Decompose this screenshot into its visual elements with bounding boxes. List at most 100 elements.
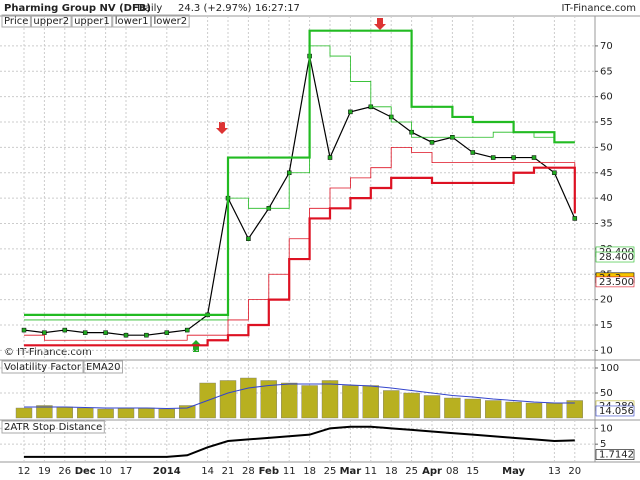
bar	[97, 408, 114, 419]
y-tick-label: 45	[600, 168, 613, 179]
price-tag-box	[595, 276, 635, 288]
bar	[505, 401, 522, 419]
x-tick-label: 18	[303, 466, 316, 477]
price-candle	[552, 170, 557, 176]
bar	[281, 382, 298, 419]
y-tick-label: 65	[600, 66, 613, 77]
time: 16:27:17	[255, 3, 300, 14]
price-candle	[531, 155, 537, 160]
price-candle	[164, 330, 170, 335]
price-tag: 23.500	[599, 277, 634, 288]
bar	[444, 397, 461, 419]
bar	[321, 380, 339, 419]
y-tick-label: 20	[600, 295, 613, 306]
bar	[138, 407, 155, 419]
series-line	[24, 383, 575, 410]
copyright: © IT-Finance.com	[4, 347, 92, 358]
price-candle	[490, 155, 496, 160]
bar	[36, 405, 53, 419]
price-candle	[348, 109, 353, 115]
legend-label: Price	[4, 16, 28, 27]
x-tick-label: 12	[18, 466, 31, 477]
x-tick-label: 28	[242, 466, 255, 477]
x-tick-label: 25	[405, 466, 418, 477]
x-tick-label: 20	[568, 466, 581, 477]
legend-box	[71, 14, 113, 28]
x-tick-label: 14	[201, 466, 214, 477]
price-candle	[470, 150, 476, 155]
legend-box	[30, 14, 72, 28]
bar	[158, 408, 176, 419]
price-candle	[21, 327, 27, 333]
y-tick-label: 50	[600, 142, 613, 153]
x-tick-label: 17	[120, 466, 133, 477]
sell-arrow	[216, 122, 228, 134]
bar	[362, 385, 379, 419]
x-tick-label: 15	[466, 466, 479, 477]
legend-label: 2ATR Stop Distance	[4, 422, 102, 433]
legend-box	[112, 14, 151, 28]
x-tick-label: Apr	[422, 466, 442, 477]
bar	[342, 385, 359, 419]
bar	[178, 405, 196, 419]
y-tick-label: 70	[600, 41, 613, 52]
price-candle	[42, 330, 47, 335]
bar	[566, 400, 583, 419]
x-tick-label: 18	[385, 466, 398, 477]
price-candle	[62, 327, 68, 333]
legend-box	[83, 360, 123, 374]
x-tick-label: 25	[324, 466, 337, 477]
bar	[485, 400, 502, 419]
bar	[260, 380, 277, 419]
brand: IT-Finance.com	[561, 3, 636, 14]
x-tick-label: 08	[446, 466, 459, 477]
legend-label: EMA20	[86, 362, 121, 373]
legend-label: Volatility Factor	[4, 362, 82, 373]
x-tick-label: May	[502, 466, 525, 477]
legend-box	[150, 14, 190, 28]
x-tick-label: 11	[364, 466, 377, 477]
bar	[15, 407, 33, 419]
price-candle	[82, 330, 88, 335]
y-tick-label: 35	[600, 219, 613, 230]
x-tick-label: 26	[58, 466, 71, 477]
price-candle	[572, 216, 578, 221]
y-tick-label: 15	[600, 320, 613, 331]
bar	[464, 398, 481, 419]
price-candle	[103, 330, 108, 335]
legend-box	[1, 360, 84, 374]
x-tick-label: 11	[283, 466, 296, 477]
series-line	[23, 55, 576, 336]
x-tick-label: 19	[38, 466, 51, 477]
price-tag: 1.7142	[599, 450, 634, 461]
y-tick-label: 50	[600, 388, 613, 399]
sell-arrow	[374, 18, 386, 30]
price-tag: 28.400	[599, 252, 634, 263]
y-tick-label: 55	[600, 117, 613, 128]
bar	[240, 377, 257, 419]
y-tick-label: 10	[600, 345, 613, 356]
legend-label: lower2	[153, 16, 187, 27]
legend-box	[1, 14, 31, 28]
legend-box	[1, 420, 105, 434]
y-tick-label: 60	[600, 92, 613, 103]
title: Pharming Group NV (DFB)	[4, 3, 151, 14]
bar	[56, 406, 73, 419]
y-tick-label: 100	[600, 363, 619, 374]
price-tag-box	[595, 405, 635, 417]
series-line	[24, 45, 575, 321]
quote: 24.3 (+2.97%)	[178, 3, 251, 14]
bar	[219, 380, 237, 419]
price-tag-box	[595, 251, 635, 263]
y-tick-label: 10	[600, 423, 613, 434]
series-line	[24, 29, 575, 316]
bar	[546, 402, 563, 419]
price-candle	[327, 155, 333, 160]
x-tick-label: 21	[222, 466, 235, 477]
y-tick-label: 40	[600, 193, 613, 204]
price-candle	[429, 140, 435, 145]
x-tick-label: 10	[99, 466, 112, 477]
x-tick-label: 2014	[153, 466, 181, 477]
